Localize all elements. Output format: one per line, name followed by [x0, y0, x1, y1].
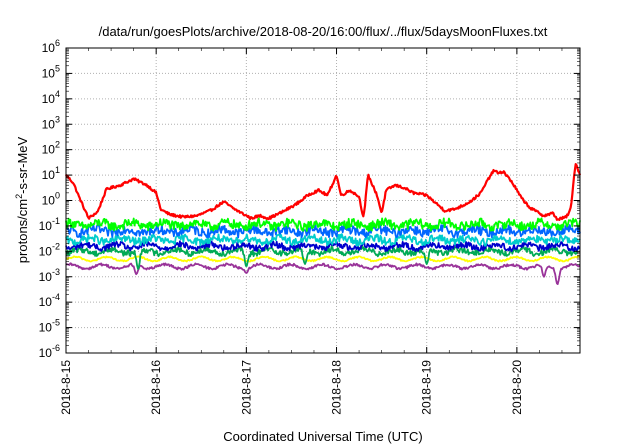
y-tick-label-base: 10 — [42, 117, 56, 131]
series-line — [65, 240, 581, 253]
y-axis-label-suffix: -s-sr-MeV — [15, 136, 30, 193]
x-tick-label: 2018-8-17 — [239, 360, 253, 415]
series-line — [65, 245, 581, 270]
y-tick-label-exponent: 4 — [55, 89, 60, 99]
series-line — [65, 255, 581, 263]
x-tick-label: 2018-8-16 — [149, 360, 163, 415]
y-tick-label-base: 10 — [39, 244, 53, 258]
y-tick-label: 10-6 — [39, 343, 60, 360]
series-line — [65, 262, 581, 286]
axis-ticks — [65, 47, 580, 354]
y-tick-label-base: 10 — [39, 295, 53, 309]
y-tick-label-base: 10 — [42, 66, 56, 80]
y-tick-label: 104 — [42, 89, 60, 106]
x-tick-label: 2018-8-18 — [330, 360, 344, 415]
y-tick-label-exponent: 6 — [55, 38, 60, 48]
x-axis-label: Coordinated Universal Time (UTC) — [223, 429, 422, 444]
y-tick-label-base: 10 — [42, 41, 56, 55]
y-tick-label-exponent: 2 — [55, 140, 60, 150]
x-tick-label: 2018-8-20 — [510, 360, 524, 415]
y-axis-tick-labels: 10-610-510-410-310-210-11001011021031041… — [39, 38, 60, 360]
y-tick-label-exponent: 5 — [55, 63, 60, 73]
y-tick-label-base: 10 — [42, 92, 56, 106]
y-tick-label: 103 — [42, 114, 60, 131]
y-tick-label-exponent: -6 — [52, 343, 60, 353]
y-tick-label: 10-2 — [39, 241, 60, 258]
y-tick-label: 100 — [42, 191, 60, 208]
y-tick-label: 10-3 — [39, 267, 60, 284]
y-tick-label-base: 10 — [39, 219, 53, 233]
chart-title: /data/run/goesPlots/archive/2018-08-20/1… — [99, 24, 548, 39]
x-tick-label: 2018-8-15 — [59, 360, 73, 415]
y-tick-label-exponent: 1 — [55, 165, 60, 175]
y-tick-label-exponent: -2 — [52, 241, 60, 251]
series-line — [65, 233, 581, 247]
y-tick-label-exponent: 0 — [55, 191, 60, 201]
y-tick-label-exponent: -1 — [52, 216, 60, 226]
y-axis-label: protons/cm2-s-sr-MeV — [14, 136, 30, 263]
data-series — [64, 163, 582, 286]
y-tick-label-base: 10 — [39, 270, 53, 284]
y-axis-label-prefix: protons/cm — [15, 199, 30, 263]
y-tick-label: 101 — [42, 165, 60, 182]
y-tick-label: 102 — [42, 140, 60, 157]
y-tick-label-base: 10 — [39, 346, 53, 360]
y-tick-label-exponent: -5 — [52, 318, 60, 328]
series-line — [66, 223, 581, 239]
x-axis-tick-labels: 2018-8-15 2018-8-16 2018-8-17 2018-8-18 2018… — [59, 360, 524, 415]
x-tick-label: 2018-8-19 — [420, 360, 434, 415]
y-axis-label-superscript: 2 — [14, 194, 24, 199]
y-tick-label: 105 — [42, 63, 60, 80]
y-tick-label-exponent: -4 — [52, 292, 60, 302]
y-tick-label-base: 10 — [42, 194, 56, 208]
y-tick-label-exponent: 3 — [55, 114, 60, 124]
y-tick-label: 106 — [42, 38, 60, 55]
y-tick-label-base: 10 — [42, 168, 56, 182]
series-line — [64, 163, 582, 221]
y-tick-label-base: 10 — [39, 321, 53, 335]
y-tick-label: 10-1 — [39, 216, 60, 233]
y-tick-label-exponent: -3 — [52, 267, 60, 277]
y-tick-label: 10-5 — [39, 318, 60, 335]
y-tick-label-base: 10 — [42, 143, 56, 157]
y-tick-label: 10-4 — [39, 292, 60, 309]
series-line — [65, 217, 581, 232]
